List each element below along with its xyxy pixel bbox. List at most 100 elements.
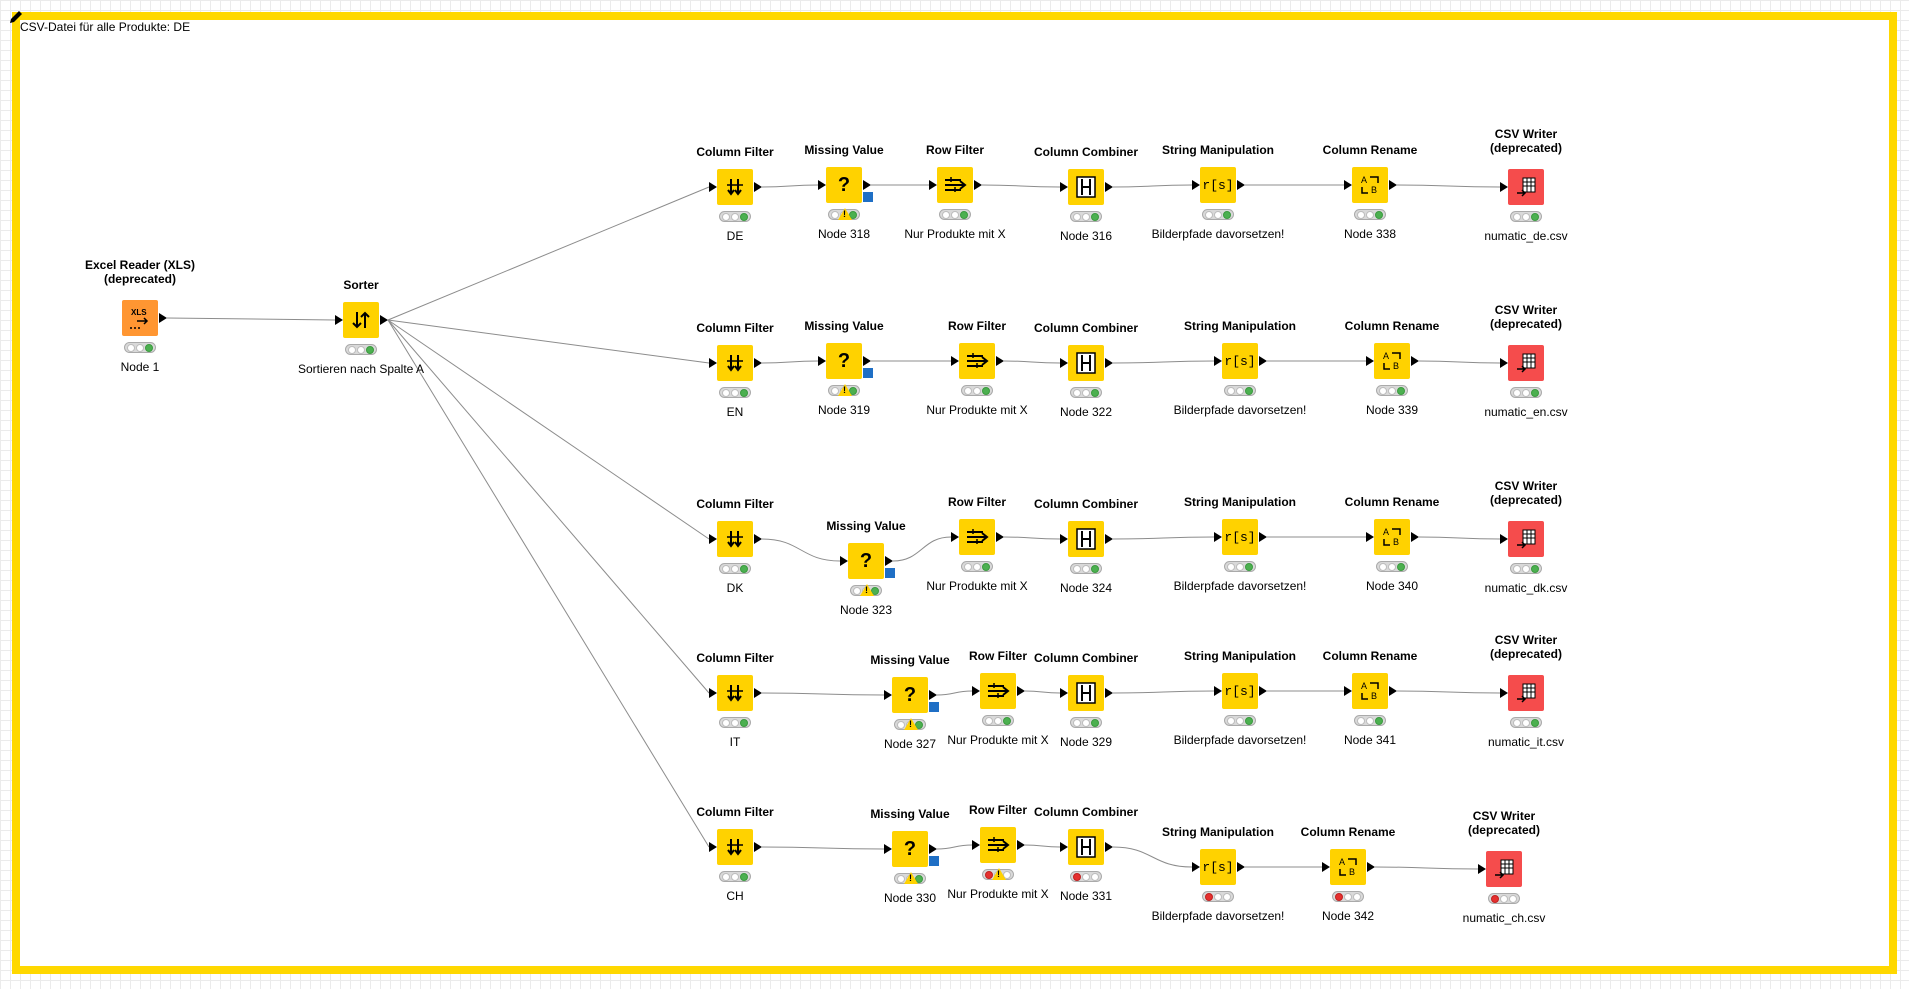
flow-variable-port[interactable] — [885, 568, 895, 578]
question-mark-icon[interactable]: ? — [848, 543, 884, 579]
node-r3-cf[interactable]: Column Filter DK — [665, 497, 805, 595]
node-r3-sm[interactable]: String Manipulation r[s] Bilderpfade davor… — [1170, 495, 1310, 593]
question-mark-icon[interactable]: ? — [892, 677, 928, 713]
input-port[interactable] — [1214, 532, 1222, 542]
output-port[interactable] — [1017, 686, 1025, 696]
connection-r4-cc[interactable] — [1112, 690, 1215, 694]
connection-r5-cf[interactable] — [761, 846, 885, 850]
node-r4-mv[interactable]: Missing Value?! Node 327 — [840, 653, 980, 751]
node-label[interactable]: DE — [726, 229, 744, 243]
xls-reader-icon[interactable]: XLS — [122, 300, 158, 336]
connection-sorter-r2[interactable] — [387, 319, 710, 364]
node-label[interactable]: numatic_dk.csv — [1484, 581, 1568, 595]
connection-r5-cr[interactable] — [1374, 866, 1479, 870]
column-combiner-icon[interactable] — [1068, 169, 1104, 205]
node-label[interactable]: IT — [729, 735, 741, 749]
node-r1-mv[interactable]: Missing Value?! Node 318 — [774, 143, 914, 241]
connection-sorter-r4[interactable] — [387, 319, 710, 694]
connection-r3-cc[interactable] — [1112, 536, 1215, 540]
flow-variable-port[interactable] — [863, 368, 873, 378]
node-r1-cw[interactable]: CSV Writer (deprecated) numatic_de.csv — [1456, 127, 1596, 243]
input-port[interactable] — [1500, 358, 1508, 368]
input-port[interactable] — [1366, 356, 1374, 366]
output-port[interactable] — [159, 313, 167, 323]
node-label[interactable]: Node 339 — [1365, 403, 1419, 417]
question-mark-icon[interactable]: ? — [826, 167, 862, 203]
input-port[interactable] — [709, 688, 717, 698]
node-r4-cc[interactable]: Column Combiner Node 329 — [1016, 651, 1156, 749]
node-excel-reader[interactable]: Excel Reader (XLS) (deprecated) XLS Node 1 — [70, 258, 210, 374]
output-port[interactable] — [1259, 686, 1267, 696]
connection-r3-rf[interactable] — [1003, 536, 1061, 540]
input-port[interactable] — [1500, 688, 1508, 698]
connection-r5-cc[interactable] — [1112, 846, 1193, 868]
connection-r4-mv[interactable] — [936, 690, 973, 696]
node-r3-cr[interactable]: Column Rename A B Node 340 — [1322, 495, 1462, 593]
input-port[interactable] — [1344, 180, 1352, 190]
column-filter-icon[interactable] — [717, 345, 753, 381]
column-combiner-icon[interactable] — [1068, 345, 1104, 381]
node-r2-mv[interactable]: Missing Value?! Node 319 — [774, 319, 914, 417]
connection-r2-cc[interactable] — [1112, 360, 1215, 364]
output-port[interactable] — [1237, 862, 1245, 872]
column-filter-icon[interactable] — [717, 521, 753, 557]
connection-r4-rf[interactable] — [1024, 690, 1061, 694]
node-r2-sm[interactable]: String Manipulation r[s] Bilderpfade davor… — [1170, 319, 1310, 417]
node-label[interactable]: Node 316 — [1059, 229, 1113, 243]
node-r4-cw[interactable]: CSV Writer (deprecated) numatic_it.csv — [1456, 633, 1596, 749]
question-mark-icon[interactable]: ? — [826, 343, 862, 379]
node-label[interactable]: Node 329 — [1059, 735, 1113, 749]
string-manipulation-icon[interactable]: r[s] — [1200, 167, 1236, 203]
node-label[interactable]: Node 319 — [817, 403, 871, 417]
column-filter-icon[interactable] — [717, 675, 753, 711]
output-port[interactable] — [929, 690, 937, 700]
output-port[interactable] — [1411, 356, 1419, 366]
output-port[interactable] — [754, 688, 762, 698]
node-r2-cf[interactable]: Column Filter EN — [665, 321, 805, 419]
output-port[interactable] — [996, 532, 1004, 542]
node-r3-rf[interactable]: Row Filter Nur Produkte mit X — [907, 495, 1047, 593]
input-port[interactable] — [1500, 182, 1508, 192]
node-label[interactable]: Nur Produkte mit X — [926, 579, 1028, 593]
string-manipulation-icon[interactable]: r[s] — [1222, 343, 1258, 379]
input-port[interactable] — [840, 556, 848, 566]
node-label[interactable]: numatic_it.csv — [1487, 735, 1565, 749]
node-label[interactable]: Node 341 — [1343, 733, 1397, 747]
node-label[interactable]: Node 1 — [120, 360, 160, 374]
row-filter-icon[interactable] — [959, 343, 995, 379]
csv-writer-icon[interactable] — [1508, 675, 1544, 711]
input-port[interactable] — [818, 180, 826, 190]
connection-r2-rf[interactable] — [1003, 360, 1061, 364]
node-r5-cf[interactable]: Column Filter CH — [665, 805, 805, 903]
node-r2-rf[interactable]: Row Filter Nur Produkte mit X — [907, 319, 1047, 417]
input-port[interactable] — [709, 842, 717, 852]
column-filter-icon[interactable] — [717, 829, 753, 865]
connection-r1-cc[interactable] — [1112, 184, 1193, 188]
node-label[interactable]: Node 340 — [1365, 579, 1419, 593]
connection-r3-mv[interactable] — [892, 536, 952, 562]
node-label[interactable]: Bilderpfade davorsetzen! — [1173, 733, 1307, 747]
column-filter-icon[interactable] — [717, 169, 753, 205]
node-r3-cw[interactable]: CSV Writer (deprecated) numatic_dk.csv — [1456, 479, 1596, 595]
output-port[interactable] — [996, 356, 1004, 366]
connection-r5-rf[interactable] — [1024, 844, 1061, 848]
output-port[interactable] — [1105, 688, 1113, 698]
connection-r2-cr[interactable] — [1418, 360, 1501, 364]
input-port[interactable] — [884, 690, 892, 700]
node-label[interactable]: CH — [726, 889, 744, 903]
output-port[interactable] — [1105, 534, 1113, 544]
input-port[interactable] — [1060, 842, 1068, 852]
input-port[interactable] — [335, 315, 343, 325]
input-port[interactable] — [1060, 358, 1068, 368]
input-port[interactable] — [1192, 180, 1200, 190]
string-manipulation-icon[interactable]: r[s] — [1222, 519, 1258, 555]
output-port[interactable] — [1017, 840, 1025, 850]
output-port[interactable] — [1411, 532, 1419, 542]
node-label[interactable]: DK — [726, 581, 744, 595]
row-filter-icon[interactable] — [980, 673, 1016, 709]
input-port[interactable] — [929, 180, 937, 190]
connection-excel-sorter[interactable] — [166, 317, 336, 321]
